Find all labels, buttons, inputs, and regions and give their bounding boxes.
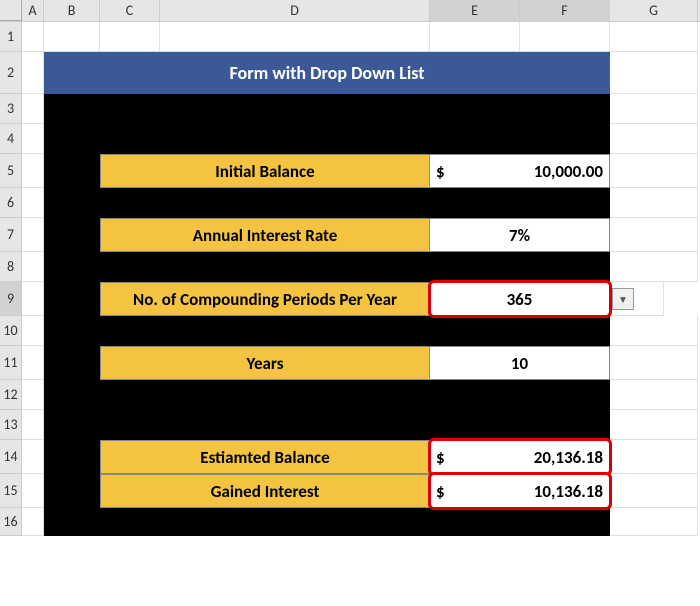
col-A[interactable]: A [22, 0, 44, 21]
black-region [44, 316, 610, 346]
cell[interactable] [610, 154, 698, 188]
row-13[interactable]: 13 [0, 410, 22, 440]
col-E[interactable]: E [430, 0, 520, 21]
value-years[interactable]: 10 [430, 346, 610, 380]
col-D[interactable]: D [160, 0, 430, 21]
col-B[interactable]: B [44, 0, 100, 21]
cell[interactable] [610, 508, 698, 536]
cell[interactable] [610, 94, 698, 124]
black-region [44, 94, 610, 124]
label-annual-rate: Annual Interest Rate [100, 218, 430, 252]
cell[interactable] [22, 380, 44, 410]
row-16[interactable]: 16 [0, 508, 22, 536]
black-region [44, 218, 100, 252]
black-region [44, 410, 610, 440]
select-all-corner[interactable] [0, 0, 22, 21]
col-G[interactable]: G [610, 0, 698, 21]
chevron-down-icon: ▼ [618, 293, 628, 306]
cell[interactable] [22, 474, 44, 508]
cell[interactable] [22, 218, 44, 252]
row-9[interactable]: 9 [0, 282, 22, 316]
row-11[interactable]: 11 [0, 346, 22, 380]
row-12[interactable]: 12 [0, 380, 22, 410]
cell[interactable] [22, 410, 44, 440]
black-region [44, 474, 100, 508]
col-C[interactable]: C [100, 0, 160, 21]
cell[interactable] [610, 52, 698, 94]
cell[interactable] [610, 346, 698, 380]
cell[interactable] [22, 282, 44, 316]
cell[interactable] [610, 316, 698, 346]
col-F[interactable]: F [520, 0, 610, 21]
cell[interactable] [22, 154, 44, 188]
cell[interactable] [44, 22, 100, 52]
label-estimated-balance: Estiamted Balance [100, 440, 430, 474]
value-periods[interactable]: 365 [430, 282, 610, 316]
cell[interactable] [22, 508, 44, 536]
row-8[interactable]: 8 [0, 252, 22, 282]
label-periods: No. of Compounding Periods Per Year [100, 282, 430, 316]
cell[interactable] [22, 440, 44, 474]
row-14[interactable]: 14 [0, 440, 22, 474]
value-annual-rate[interactable]: 7% [430, 218, 610, 252]
black-region [44, 346, 100, 380]
cell[interactable] [610, 440, 698, 474]
black-region [44, 380, 610, 410]
dropdown-button[interactable]: ▼ [612, 288, 634, 310]
black-region [44, 282, 100, 316]
label-initial-balance: Initial Balance [100, 154, 430, 188]
cell[interactable] [160, 22, 430, 52]
black-region [44, 508, 610, 536]
value-estimated-balance[interactable]: $ 20,136.18 [430, 440, 610, 474]
black-region [44, 440, 100, 474]
row-7[interactable]: 7 [0, 218, 22, 252]
cell[interactable] [610, 380, 698, 410]
black-region [44, 252, 610, 282]
currency-symbol: $ [436, 481, 445, 502]
cell[interactable] [430, 22, 520, 52]
cell[interactable] [610, 124, 698, 154]
cell[interactable] [22, 252, 44, 282]
currency-amount: 10,000.00 [445, 161, 603, 182]
currency-symbol: $ [436, 161, 445, 182]
label-years: Years [100, 346, 430, 380]
row-3[interactable]: 3 [0, 94, 22, 124]
cell[interactable] [22, 52, 44, 94]
row-1[interactable]: 1 [0, 22, 22, 52]
row-2[interactable]: 2 [0, 52, 22, 94]
black-region [44, 188, 610, 218]
cell[interactable] [610, 188, 698, 218]
cell[interactable] [22, 188, 44, 218]
cell[interactable] [22, 316, 44, 346]
currency-symbol: $ [436, 447, 445, 468]
row-15[interactable]: 15 [0, 474, 22, 508]
cell[interactable] [520, 22, 610, 52]
cell[interactable] [610, 218, 698, 252]
cell[interactable] [22, 22, 44, 52]
currency-amount: 10,136.18 [445, 481, 603, 502]
cell[interactable] [22, 94, 44, 124]
cell[interactable] [610, 474, 698, 508]
currency-amount: 20,136.18 [445, 447, 603, 468]
cell[interactable] [22, 346, 44, 380]
label-gained-interest: Gained Interest [100, 474, 430, 508]
row-6[interactable]: 6 [0, 188, 22, 218]
column-headers: A B C D E F G [0, 0, 700, 22]
cell[interactable] [610, 410, 698, 440]
cell[interactable] [610, 252, 698, 282]
page-title: Form with Drop Down List [44, 52, 610, 94]
row-4[interactable]: 4 [0, 124, 22, 154]
cell[interactable] [610, 22, 698, 52]
value-gained-interest[interactable]: $ 10,136.18 [430, 474, 610, 508]
cell[interactable] [100, 22, 160, 52]
black-region [44, 124, 610, 154]
row-5[interactable]: 5 [0, 154, 22, 188]
black-region [44, 154, 100, 188]
cell[interactable] [22, 124, 44, 154]
row-10[interactable]: 10 [0, 316, 22, 346]
value-initial-balance[interactable]: $ 10,000.00 [430, 154, 610, 188]
